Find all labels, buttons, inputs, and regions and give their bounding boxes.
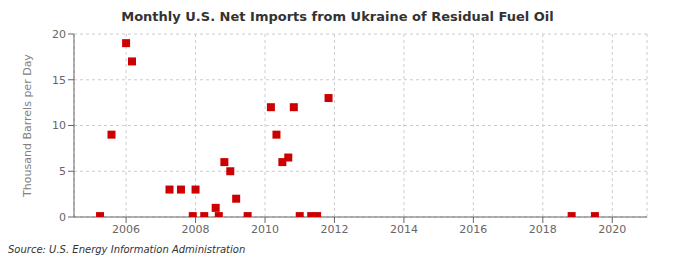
html-text:Monthly U.S. Net Imports from: Monthly U.S. Net Imports from Ukraine of…: [121, 9, 554, 24]
svg-text:Thousand Barrels per Day: Thousand Barrels per Day: [21, 54, 34, 198]
svg-text:0: 0: [59, 211, 66, 224]
svg-text:2012: 2012: [320, 223, 348, 236]
svg-text:20: 20: [52, 28, 66, 41]
svg-text:2014: 2014: [390, 223, 418, 236]
svg-text:2008: 2008: [182, 223, 210, 236]
svg-text:2020: 2020: [598, 223, 626, 236]
svg-text:2006: 2006: [112, 223, 140, 236]
svg-text:2010: 2010: [251, 223, 279, 236]
svg-text:15: 15: [52, 74, 66, 87]
svg-text:2016: 2016: [459, 223, 487, 236]
svg-text:2018: 2018: [529, 223, 557, 236]
html-text:Source: U.S. Energy Informatio: Source: U.S. Energy Information Administ…: [8, 244, 246, 255]
svg-text:5: 5: [59, 165, 66, 178]
svg-text:10: 10: [52, 119, 66, 132]
